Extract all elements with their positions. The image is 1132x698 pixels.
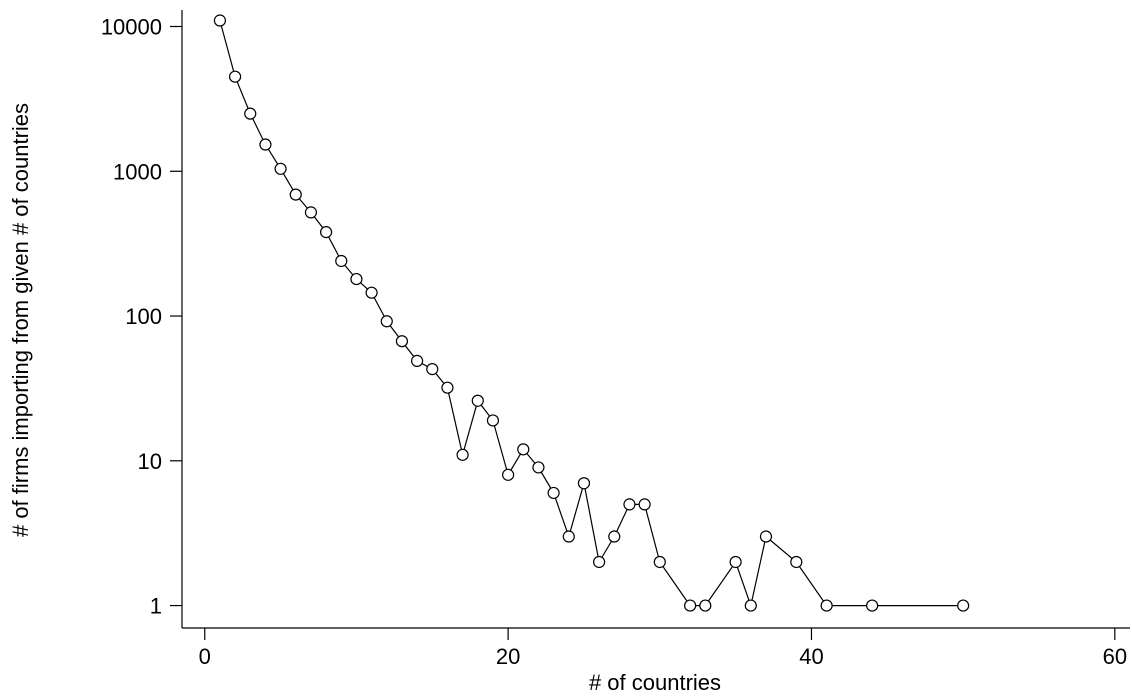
data-point — [486, 414, 500, 427]
data-point — [547, 486, 560, 500]
data-point — [623, 498, 636, 511]
data-point — [471, 394, 484, 407]
series-line — [219, 20, 964, 608]
data-point — [365, 286, 378, 299]
data-point — [608, 530, 621, 543]
data-point — [562, 530, 575, 543]
data-point — [259, 138, 272, 151]
data-point — [228, 70, 242, 83]
x-axis-title: # of countries — [589, 670, 721, 695]
data-point — [456, 448, 469, 461]
data-point — [684, 599, 697, 612]
data-point — [213, 14, 227, 27]
data-point — [593, 555, 606, 569]
data-point — [350, 272, 363, 286]
data-point — [517, 443, 530, 456]
data-point — [304, 206, 318, 219]
series-layer — [213, 14, 970, 612]
data-point — [441, 381, 454, 394]
data-point — [729, 555, 742, 569]
data-point — [638, 498, 651, 511]
y-tick-label: 1000 — [113, 159, 162, 184]
y-tick-label: 10000 — [101, 14, 162, 39]
data-point — [653, 555, 666, 569]
x-tick-label: 0 — [199, 644, 211, 669]
data-point — [577, 477, 591, 490]
data-point — [820, 599, 833, 612]
data-point — [502, 468, 515, 481]
data-point — [244, 107, 257, 120]
data-point — [426, 362, 439, 376]
data-point — [274, 162, 287, 175]
y-tick-label: 1 — [150, 594, 162, 619]
data-point — [395, 335, 409, 348]
y-tick-label: 10 — [138, 449, 162, 474]
data-point — [289, 188, 302, 201]
data-point — [319, 226, 333, 239]
x-tick-label: 60 — [1103, 644, 1127, 669]
data-point — [957, 599, 970, 612]
x-tick-label: 20 — [496, 644, 520, 669]
data-point — [380, 315, 393, 328]
data-point — [744, 599, 757, 612]
data-point — [759, 530, 773, 543]
y-axis-title: # of firms importing from given # of cou… — [8, 103, 33, 537]
y-tick-label: 100 — [125, 304, 162, 329]
axes: 1 10 100 1000 10000 0 20 40 60 — [101, 10, 1130, 669]
data-point — [866, 599, 879, 612]
x-tick-label: 40 — [799, 644, 823, 669]
data-point — [335, 254, 348, 268]
data-point — [790, 555, 803, 569]
data-point — [411, 354, 424, 367]
data-point — [532, 461, 545, 474]
data-point — [699, 599, 712, 612]
